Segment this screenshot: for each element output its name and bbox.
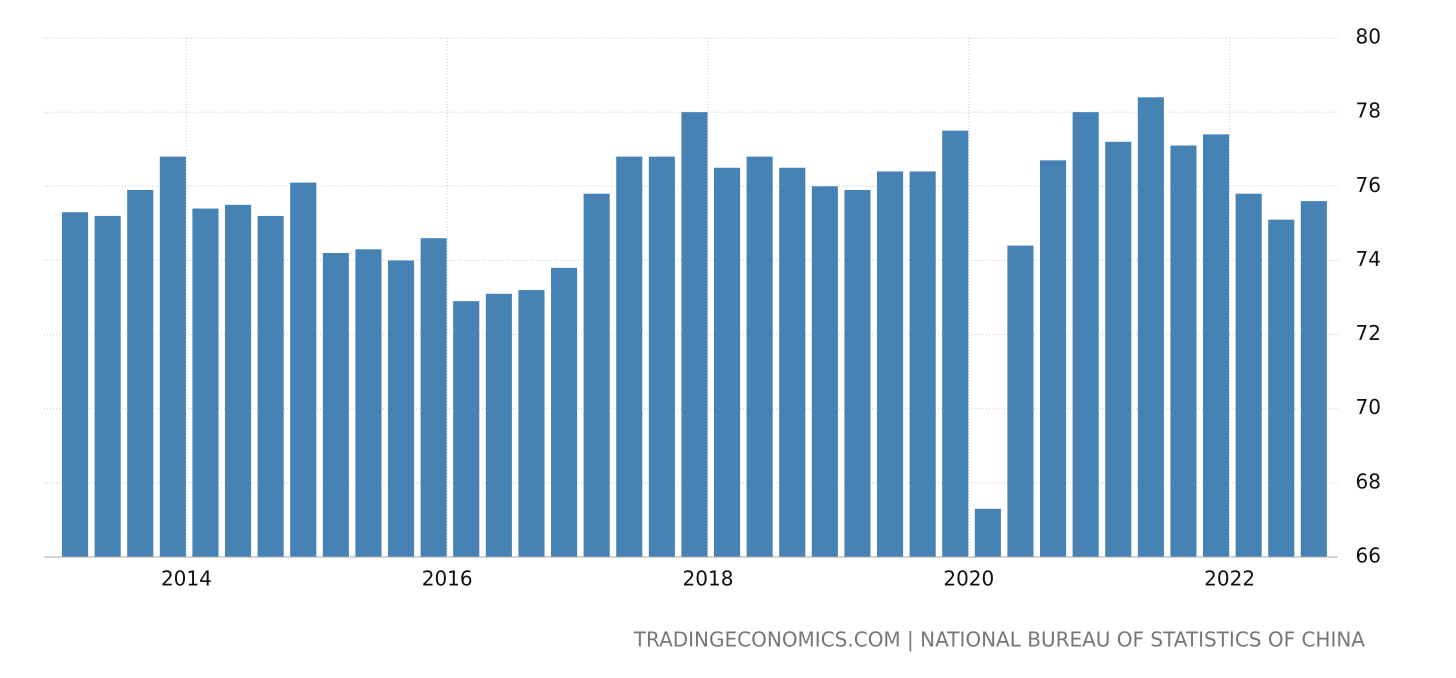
x-tick-label: 2018 <box>683 567 734 591</box>
bar <box>62 212 89 557</box>
bar <box>681 112 708 558</box>
y-tick-label: 66 <box>1356 544 1381 568</box>
x-tick-label: 2016 <box>422 567 473 591</box>
bar <box>1137 97 1164 558</box>
bar <box>127 189 154 557</box>
bar <box>1235 193 1262 557</box>
bar <box>322 253 349 557</box>
bar <box>844 189 871 557</box>
x-tick-label: 2014 <box>161 567 212 591</box>
bar <box>420 238 447 557</box>
bar <box>1072 112 1099 558</box>
bar <box>811 186 838 558</box>
bar <box>551 267 578 557</box>
bar <box>583 193 610 557</box>
y-tick-label: 78 <box>1356 99 1381 123</box>
bar <box>257 215 284 557</box>
bar <box>1170 145 1197 557</box>
bar <box>225 204 252 558</box>
bar <box>1007 245 1034 557</box>
bar <box>909 171 936 557</box>
bar <box>518 290 545 557</box>
y-tick-label: 80 <box>1356 25 1381 49</box>
bar <box>616 156 643 557</box>
bar <box>1203 134 1230 557</box>
bar <box>192 208 219 557</box>
bar <box>290 182 317 558</box>
y-tick-label: 76 <box>1356 173 1381 197</box>
x-tick-label: 2022 <box>1204 567 1255 591</box>
bar <box>159 156 186 557</box>
y-tick-label: 74 <box>1356 247 1381 271</box>
y-tick-label: 70 <box>1356 395 1381 419</box>
bar <box>714 167 741 557</box>
x-tick-label: 2020 <box>943 567 994 591</box>
bar <box>1040 160 1067 558</box>
y-tick-label: 68 <box>1356 469 1381 493</box>
bar <box>485 293 512 557</box>
bar <box>1105 141 1132 558</box>
bar <box>648 156 675 557</box>
bar <box>974 508 1001 557</box>
bar <box>355 249 382 558</box>
bar <box>779 167 806 557</box>
bar <box>1268 219 1295 557</box>
bar <box>94 215 121 557</box>
y-tick-label: 72 <box>1356 321 1381 345</box>
bar <box>388 260 415 557</box>
bar <box>453 301 480 557</box>
bar <box>942 130 969 557</box>
source: TRADINGECONOMICS.COM | NATIONAL BUREAU O… <box>633 628 1366 652</box>
bar <box>877 171 904 557</box>
bar <box>746 156 773 557</box>
bar <box>1300 201 1327 557</box>
